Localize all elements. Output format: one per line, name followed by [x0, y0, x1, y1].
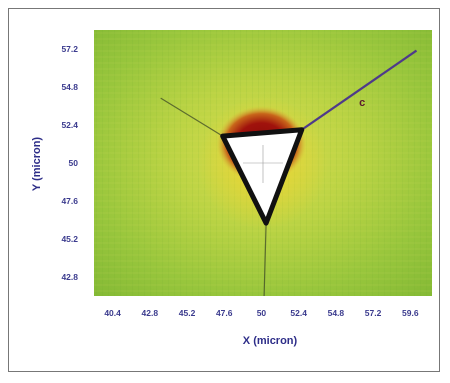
y-tick-label: 45.2	[61, 234, 78, 244]
crack-line-c	[301, 49, 418, 131]
y-tick-label: 57.2	[61, 44, 78, 54]
y-tick-label: 50	[69, 158, 79, 168]
x-tick-label: 47.6	[216, 308, 233, 318]
x-tick-label: 50	[257, 308, 267, 318]
indent-triangle	[220, 127, 305, 226]
y-axis-label: Y (micron)	[31, 137, 43, 192]
x-tick-label: 45.2	[179, 308, 196, 318]
y-tick-label: 52.4	[61, 120, 78, 130]
radial-crack-bottom	[263, 223, 267, 296]
x-tick-label: 52.4	[290, 308, 307, 318]
x-axis-label: X (micron)	[243, 335, 298, 347]
x-tick-label: 57.2	[365, 308, 382, 318]
y-tick-label: 42.8	[61, 272, 78, 282]
crack-layer	[160, 49, 418, 296]
y-tick-label: 54.8	[61, 82, 78, 92]
heatmap-plot-area	[94, 30, 432, 296]
x-tick-label: 54.8	[328, 308, 345, 318]
y-tick-label: 47.6	[61, 196, 78, 206]
crack-label: c	[359, 97, 365, 109]
radial-crack-left	[160, 97, 224, 137]
indent-layer	[220, 127, 305, 226]
y-axis-ticks: 57.2 54.8 52.4 50 47.6 45.2 42.8	[61, 44, 78, 282]
x-tick-label: 40.4	[104, 308, 121, 318]
x-tick-label: 59.6	[402, 308, 419, 318]
x-axis-ticks: 40.4 42.8 45.2 47.6 50 52.4 54.8 57.2 59.6	[104, 308, 419, 318]
x-tick-label: 42.8	[142, 308, 159, 318]
